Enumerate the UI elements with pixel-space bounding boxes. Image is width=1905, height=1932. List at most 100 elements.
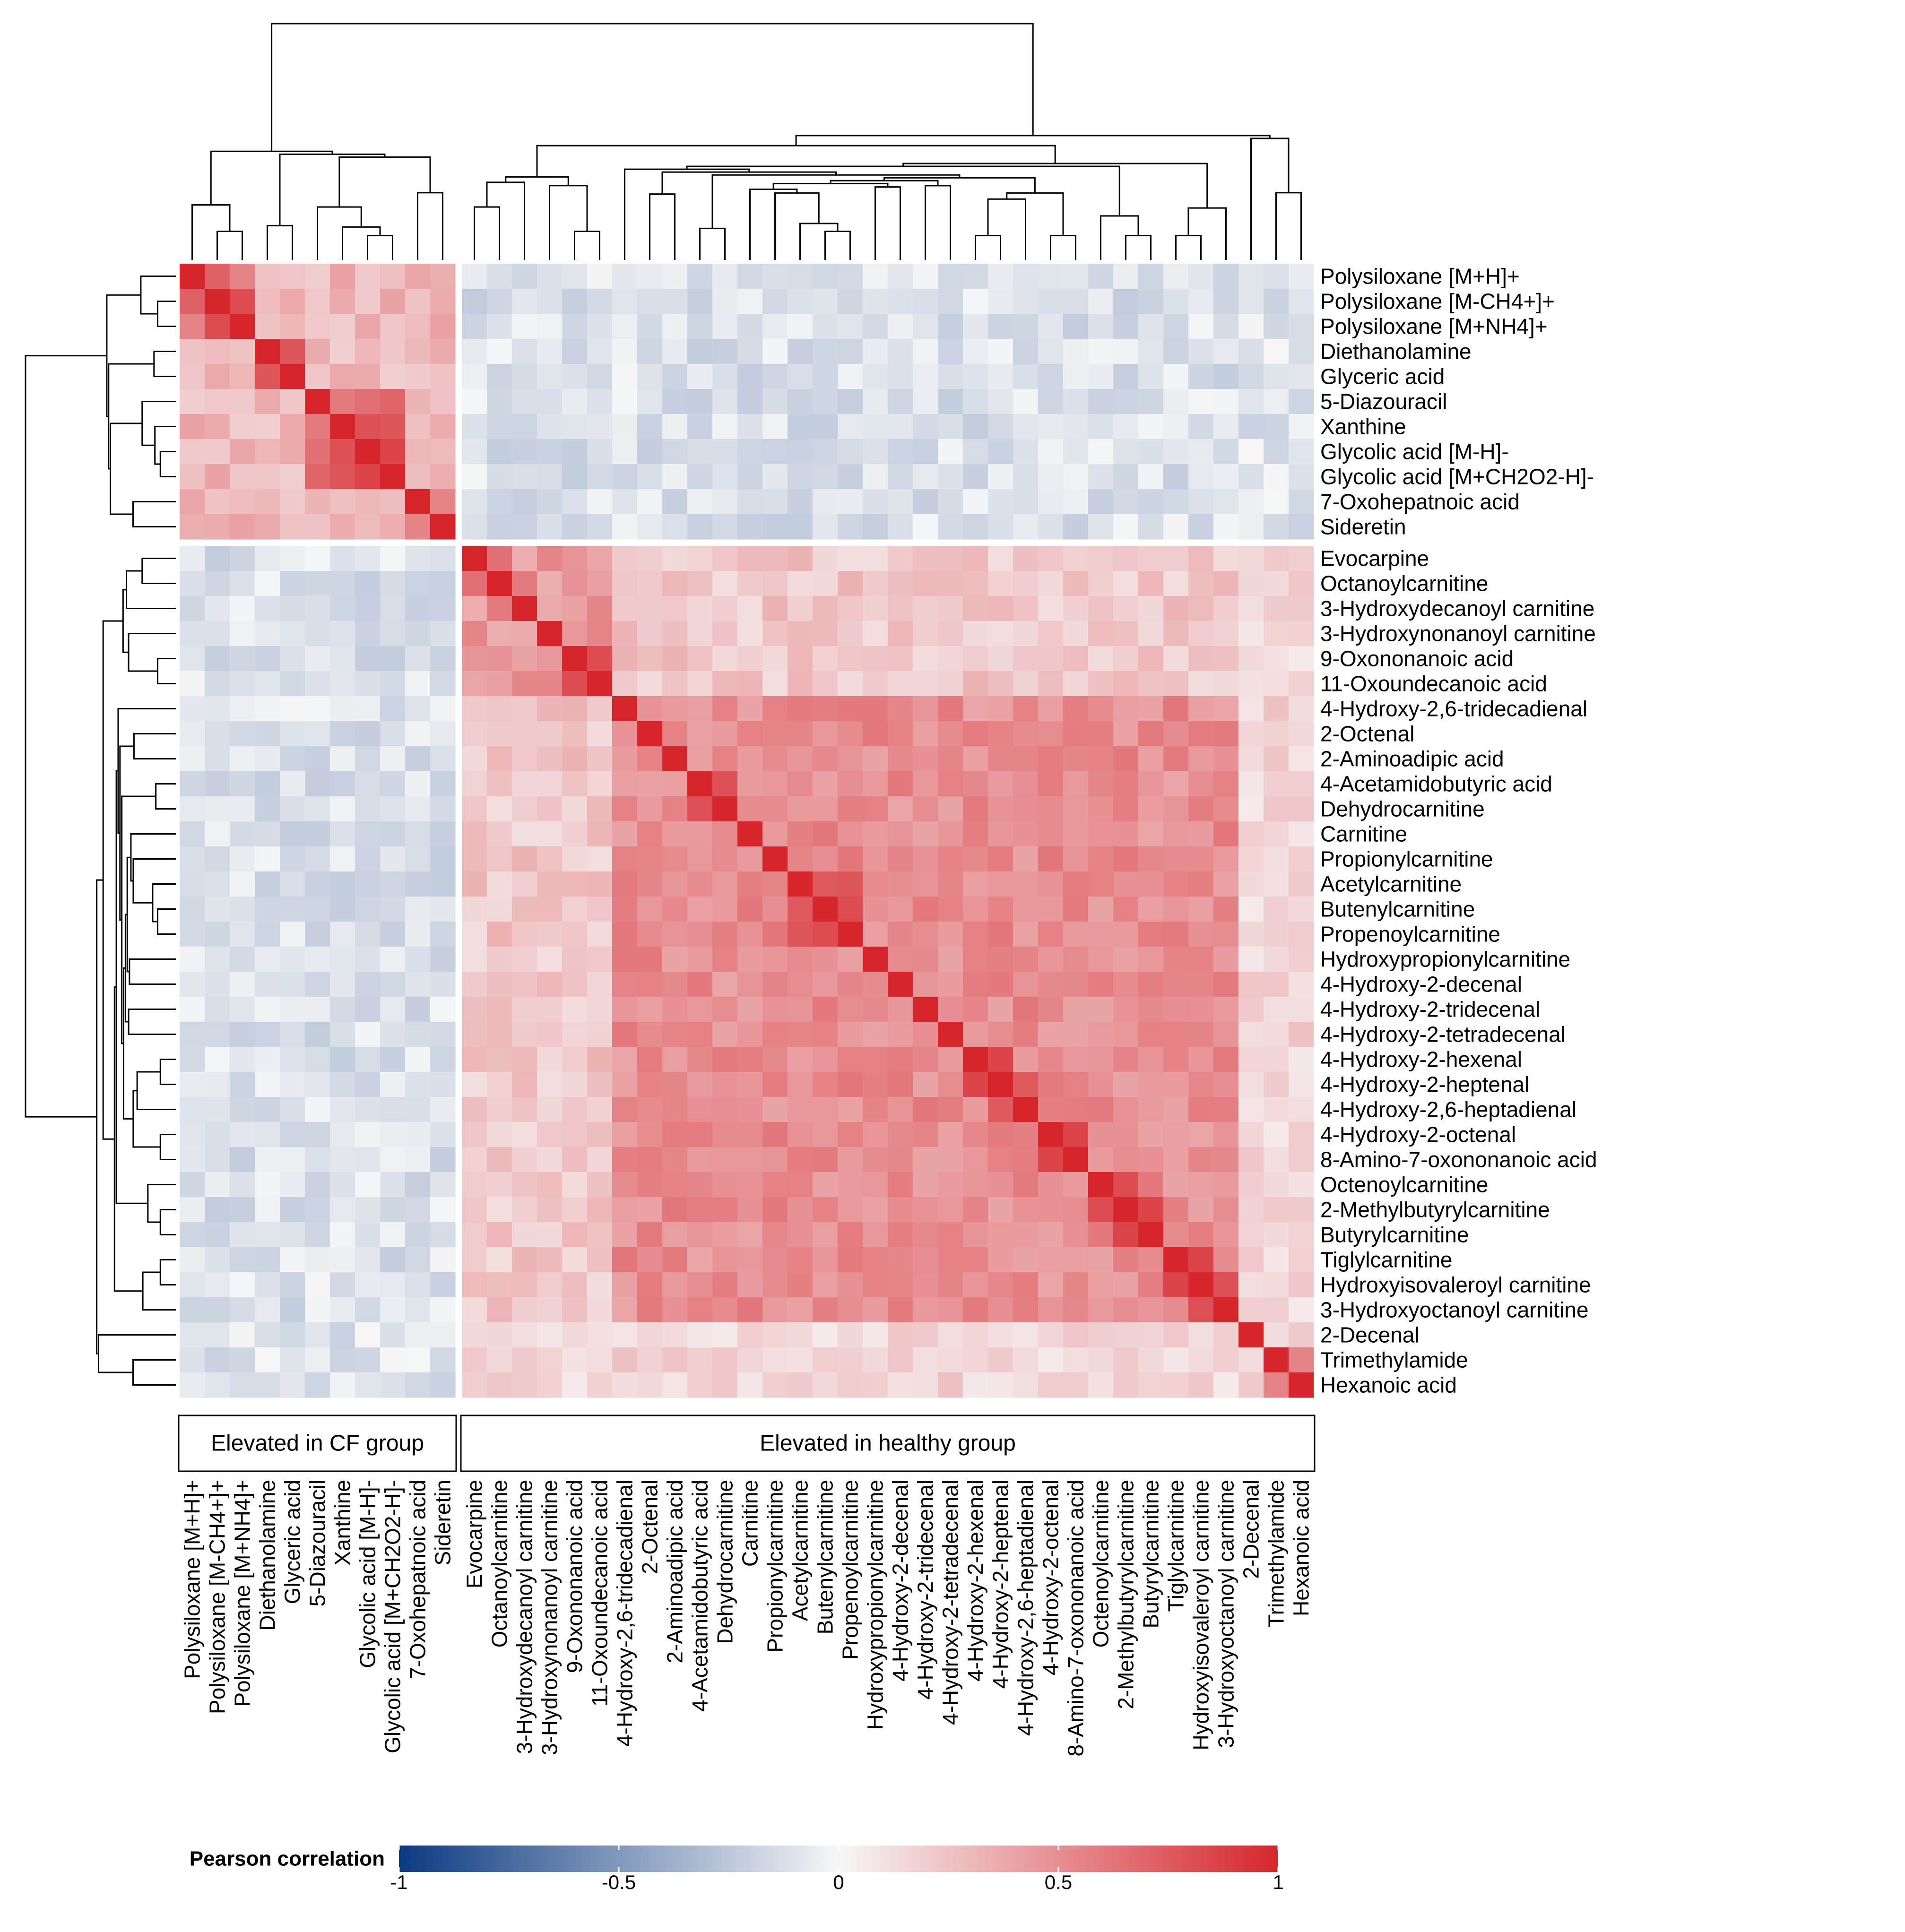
heatmap-cell: [888, 389, 913, 414]
heatmap-cell: [280, 621, 305, 647]
heatmap-cell: [712, 1272, 738, 1298]
heatmap-cell: [1138, 1372, 1164, 1398]
heatmap-cell: [587, 796, 613, 822]
heatmap-cell: [180, 1272, 205, 1298]
heatmap-cell: [537, 314, 563, 339]
heatmap-cell: [487, 546, 512, 571]
column-label-4-hydroxy-2-6-tridecadienal: 4-Hydroxy-2,6-tridecadienal: [613, 1480, 637, 1747]
heatmap-cell: [1138, 314, 1164, 339]
heatmap-cell: [838, 596, 863, 621]
heatmap-cell: [687, 1372, 713, 1398]
heatmap-cell: [988, 746, 1013, 772]
heatmap-cell: [255, 1322, 280, 1348]
heatmap-cell: [1264, 1297, 1289, 1323]
heatmap-cell: [487, 1097, 512, 1122]
heatmap-cell: [712, 846, 738, 872]
heatmap-cell: [380, 1147, 406, 1173]
heatmap-cell: [1289, 821, 1314, 847]
row-label-trimethylamide: Trimethylamide: [1320, 1348, 1468, 1372]
heatmap-cell: [988, 596, 1013, 621]
heatmap-cell: [888, 621, 913, 647]
heatmap-cell: [963, 972, 988, 997]
heatmap-cell: [205, 339, 230, 364]
heatmap-cell: [788, 546, 813, 571]
heatmap-cell: [913, 796, 938, 822]
heatmap-cell: [355, 1072, 381, 1097]
heatmap-cell: [487, 464, 512, 490]
heatmap-cell: [963, 1172, 988, 1198]
heatmap-cell: [913, 1147, 938, 1173]
heatmap-cell: [612, 464, 638, 490]
heatmap-cell: [863, 871, 888, 897]
heatmap-cell: [305, 821, 330, 847]
heatmap-cell: [1138, 289, 1164, 314]
heatmap-cell: [712, 514, 738, 540]
heatmap-cell: [687, 972, 713, 997]
heatmap-cell: [1238, 1372, 1264, 1398]
dendrogram-branch: [159, 451, 176, 477]
heatmap-cell: [612, 1322, 638, 1348]
heatmap-cell: [612, 364, 638, 389]
heatmap-cell: [355, 897, 381, 922]
column-labels: Polysiloxane [M+H]+ Polysiloxane [M-CH4+]…: [180, 1480, 1314, 1757]
heatmap-cell: [1013, 464, 1039, 490]
heatmap-cell: [230, 1322, 255, 1348]
heatmap-cell: [462, 364, 487, 389]
heatmap-cell: [587, 621, 613, 647]
heatmap-cell: [280, 1247, 305, 1273]
heatmap-cell: [1088, 1022, 1114, 1047]
heatmap-cell: [330, 1197, 355, 1223]
heatmap-cell: [255, 1047, 280, 1072]
heatmap-cell: [462, 414, 487, 440]
heatmap-cell: [280, 721, 305, 747]
heatmap-cell: [230, 1297, 255, 1323]
heatmap-cell: [938, 997, 963, 1022]
heatmap-cell: [380, 1272, 406, 1298]
column-label-4-hydroxy-2-hexenal: 4-Hydroxy-2-hexenal: [963, 1480, 988, 1682]
heatmap-cell: [1113, 514, 1139, 540]
heatmap-cell: [938, 1222, 963, 1248]
heatmap-cell: [612, 414, 638, 440]
heatmap-cell: [280, 314, 305, 339]
heatmap-cell: [1238, 289, 1264, 314]
heatmap-cell: [1264, 721, 1289, 747]
heatmap-cell: [1289, 1347, 1314, 1373]
heatmap-cell: [737, 596, 763, 621]
heatmap-cell: [430, 897, 456, 922]
heatmap-cell: [637, 1172, 663, 1198]
heatmap-cell: [913, 1372, 938, 1398]
heatmap-cell: [963, 771, 988, 797]
heatmap-cell: [280, 1297, 305, 1323]
heatmap-cell: [662, 821, 688, 847]
heatmap-cell: [788, 264, 813, 289]
heatmap-cell: [838, 1097, 863, 1122]
heatmap-cell: [430, 364, 456, 389]
heatmap-cell: [1289, 1197, 1314, 1223]
heatmap-cell: [737, 796, 763, 822]
heatmap-cell: [1289, 997, 1314, 1022]
heatmap-cell: [687, 1297, 713, 1323]
heatmap-cell: [230, 264, 255, 289]
heatmap-cell: [863, 621, 888, 647]
heatmap-cell: [1163, 339, 1189, 364]
heatmap-cell: [305, 671, 330, 697]
heatmap-cell: [1163, 1097, 1189, 1122]
heatmap-cell: [712, 1347, 738, 1373]
heatmap-cell: [487, 922, 512, 947]
heatmap-cell: [737, 489, 763, 515]
heatmap-cell: [280, 796, 305, 822]
heatmap-cell: [205, 621, 230, 647]
heatmap-cell: [838, 746, 863, 772]
heatmap-cell: [1213, 1097, 1239, 1122]
heatmap-cell: [1088, 364, 1114, 389]
heatmap-cell: [938, 264, 963, 289]
heatmap-cell: [913, 546, 938, 571]
heatmap-cell: [330, 1297, 355, 1323]
heatmap-cell: [1163, 364, 1189, 389]
heatmap-cell: [255, 621, 280, 647]
heatmap-cell: [380, 1372, 406, 1398]
heatmap-cell: [255, 1072, 280, 1097]
group-label-elevated-in-healthy-group: Elevated in healthy group: [760, 1431, 1016, 1456]
heatmap-cell: [712, 439, 738, 465]
heatmap-cell: [888, 364, 913, 389]
